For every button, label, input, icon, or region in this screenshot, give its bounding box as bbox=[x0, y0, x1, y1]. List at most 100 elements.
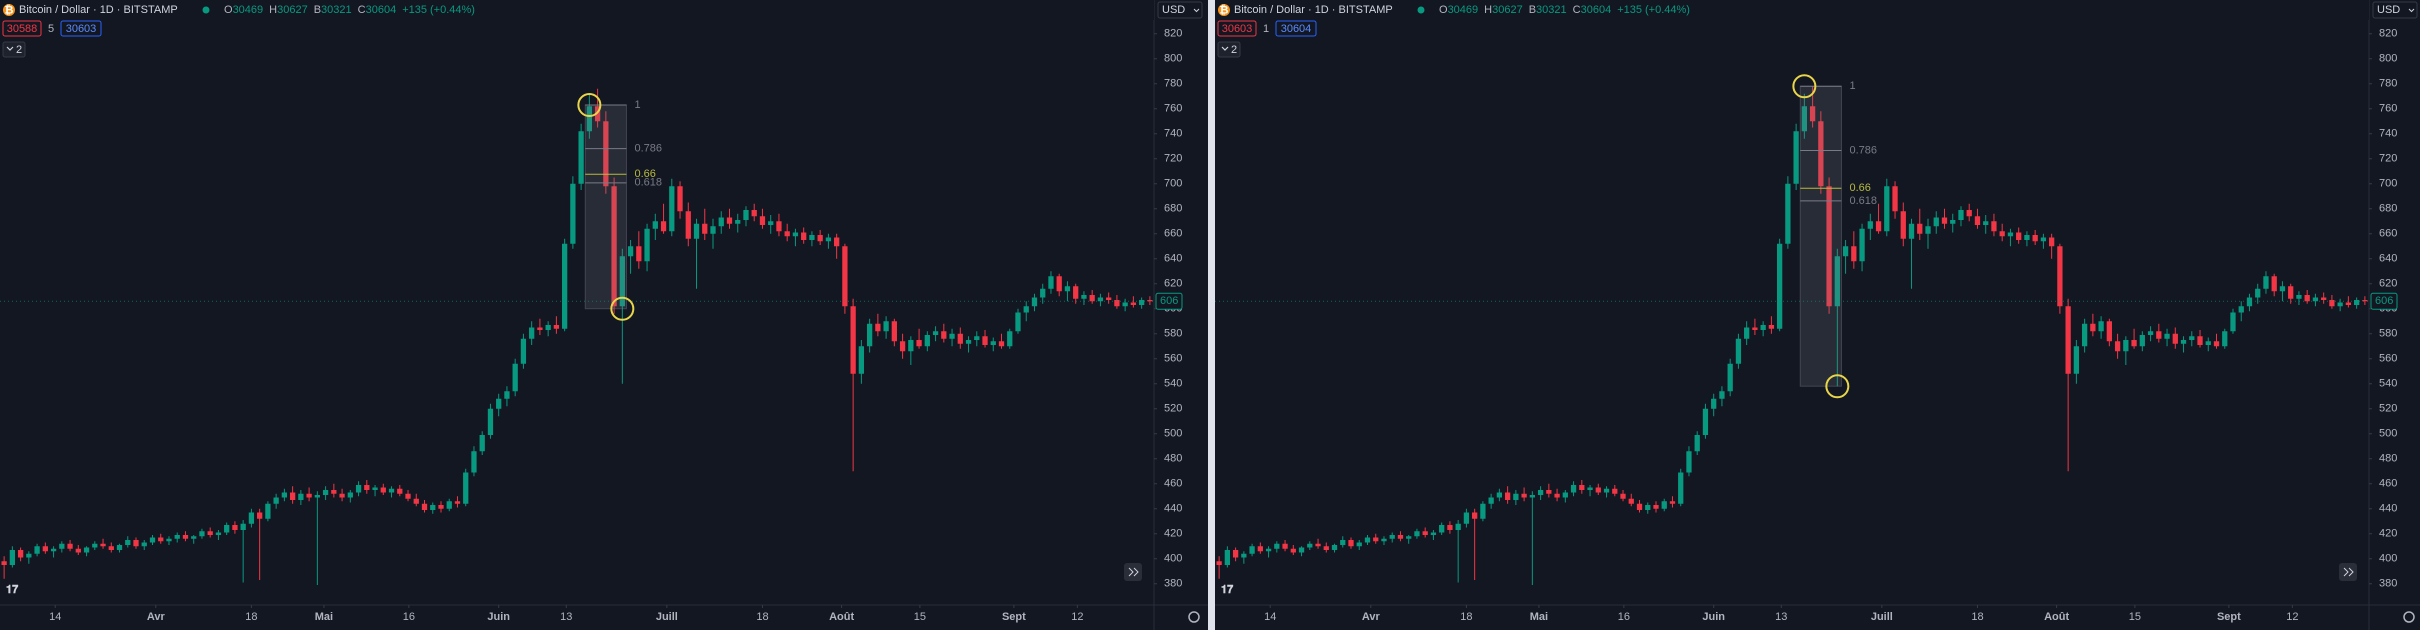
currency-label[interactable]: USD bbox=[2377, 4, 2400, 16]
indicators-toggle[interactable] bbox=[2, 41, 26, 58]
fib-box bbox=[1799, 85, 1842, 387]
y-tick-label: 520 bbox=[2379, 403, 2397, 415]
candle-body bbox=[1917, 223, 1923, 234]
fib-level-label: 0.66 bbox=[634, 168, 655, 180]
bid-box[interactable] bbox=[1217, 20, 1257, 37]
candle-body bbox=[949, 333, 955, 339]
candle-body bbox=[1645, 505, 1651, 510]
candle-body bbox=[454, 501, 461, 504]
candle-body bbox=[1727, 363, 1733, 392]
candle-body bbox=[537, 327, 543, 330]
candle-body bbox=[718, 217, 724, 227]
candle-body bbox=[1653, 505, 1659, 509]
ask-box[interactable] bbox=[60, 20, 102, 37]
y-tick-label: 380 bbox=[2379, 578, 2397, 590]
bid-price[interactable]: 30588 bbox=[7, 23, 38, 35]
legend-key: H bbox=[269, 4, 277, 16]
x-tick-label: 18 bbox=[245, 611, 257, 623]
candle-body bbox=[1760, 325, 1766, 330]
candle-body bbox=[908, 340, 914, 352]
candle-body bbox=[2230, 312, 2236, 332]
symbol-title[interactable]: Bitcoin / Dollar · 1D · BITSTAMP bbox=[1234, 4, 1393, 16]
candle-body bbox=[2049, 237, 2055, 247]
market-status bbox=[202, 6, 210, 14]
x-tick-label: 14 bbox=[1264, 611, 1276, 623]
y-tick-label: 520 bbox=[1164, 403, 1182, 415]
candle-body bbox=[1298, 547, 1305, 553]
candle-body bbox=[17, 550, 24, 558]
candle-body bbox=[1414, 531, 1420, 537]
fib-box bbox=[584, 104, 627, 310]
y-tick-label: 500 bbox=[1164, 428, 1182, 440]
currency-button[interactable] bbox=[2372, 1, 2418, 19]
bid-box[interactable] bbox=[2, 20, 42, 37]
candle-body bbox=[421, 503, 428, 510]
fib-level-label: 0.66 bbox=[1849, 182, 1870, 194]
settings-icon[interactable] bbox=[1188, 611, 1200, 623]
legend-value: 30627 bbox=[1492, 4, 1523, 16]
currency-label[interactable]: USD bbox=[1162, 4, 1185, 16]
candle-body bbox=[702, 223, 708, 234]
ohlc-legend: O30469 H30627 B30321 C30604 +135 (+0.44%) bbox=[1439, 4, 1690, 16]
settings-icon[interactable] bbox=[2403, 611, 2415, 623]
candle-body bbox=[1735, 338, 1742, 364]
candle-body bbox=[891, 321, 897, 342]
candle-body bbox=[982, 336, 988, 345]
indicators-count[interactable]: 2 bbox=[1231, 44, 1237, 56]
x-tick-label: Sept bbox=[1002, 611, 1026, 623]
candle-body bbox=[2147, 331, 2154, 335]
symbol-logo-glyph: ₿ bbox=[5, 4, 14, 16]
bid-price[interactable]: 30603 bbox=[1222, 23, 1253, 35]
candle-body bbox=[347, 492, 353, 498]
indicators-count[interactable]: 2 bbox=[16, 44, 22, 56]
candle-body bbox=[1521, 493, 1527, 498]
ask-box[interactable] bbox=[1275, 20, 1317, 37]
candle-body bbox=[2279, 286, 2286, 292]
candle-body bbox=[1073, 286, 1079, 299]
candle-body bbox=[1842, 246, 1849, 257]
candle-body bbox=[1884, 186, 1890, 232]
x-tick-label: Avr bbox=[1362, 611, 1381, 623]
tv-logo: 𝟏𝟕 bbox=[1221, 584, 1234, 596]
y-tick-label: 680 bbox=[1164, 203, 1182, 215]
currency-button[interactable] bbox=[1157, 1, 1203, 19]
candle-body bbox=[545, 325, 551, 330]
candle-body bbox=[215, 532, 222, 535]
candle-body bbox=[1138, 300, 1145, 305]
candle-body bbox=[570, 183, 576, 244]
candle-body bbox=[2353, 300, 2360, 305]
x-tick-label: 15 bbox=[914, 611, 926, 623]
candle-body bbox=[998, 341, 1005, 347]
highlight-circle bbox=[1792, 74, 1817, 99]
y-tick-label: 500 bbox=[2379, 428, 2397, 440]
symbol-title[interactable]: Bitcoin / Dollar · 1D · BITSTAMP bbox=[19, 4, 178, 16]
candle-body bbox=[850, 306, 856, 374]
candle-body bbox=[1257, 546, 1263, 552]
candle-body bbox=[281, 492, 288, 498]
legend-key: O bbox=[1439, 4, 1448, 16]
candle-body bbox=[355, 485, 362, 493]
y-tick-label: 660 bbox=[1164, 228, 1182, 240]
candle-body bbox=[2139, 335, 2145, 347]
candle-body bbox=[1106, 297, 1112, 300]
candle-body bbox=[2213, 341, 2220, 347]
candle-body bbox=[784, 231, 790, 237]
candle-body bbox=[594, 106, 601, 122]
legend-value: 30604 bbox=[1581, 4, 1612, 16]
candle-body bbox=[2098, 321, 2104, 332]
ask-price[interactable]: 30603 bbox=[66, 23, 97, 35]
chart-panel: 3804004204404604805005205405605806006206… bbox=[0, 0, 1208, 630]
y-tick-label: 480 bbox=[2379, 453, 2397, 465]
indicators-toggle[interactable] bbox=[1217, 41, 1241, 58]
candle-body bbox=[677, 186, 683, 212]
candle-body bbox=[504, 391, 510, 399]
y-tick-label: 680 bbox=[2379, 203, 2397, 215]
header-strip bbox=[1215, 0, 2369, 20]
ask-price[interactable]: 30604 bbox=[1281, 23, 1312, 35]
candle-body bbox=[2255, 288, 2261, 298]
y-tick-label: 740 bbox=[1164, 128, 1182, 140]
candle-body bbox=[1941, 217, 1948, 224]
legend-key: B bbox=[314, 4, 321, 16]
candle-body bbox=[941, 331, 947, 339]
candle-body bbox=[2238, 306, 2244, 313]
